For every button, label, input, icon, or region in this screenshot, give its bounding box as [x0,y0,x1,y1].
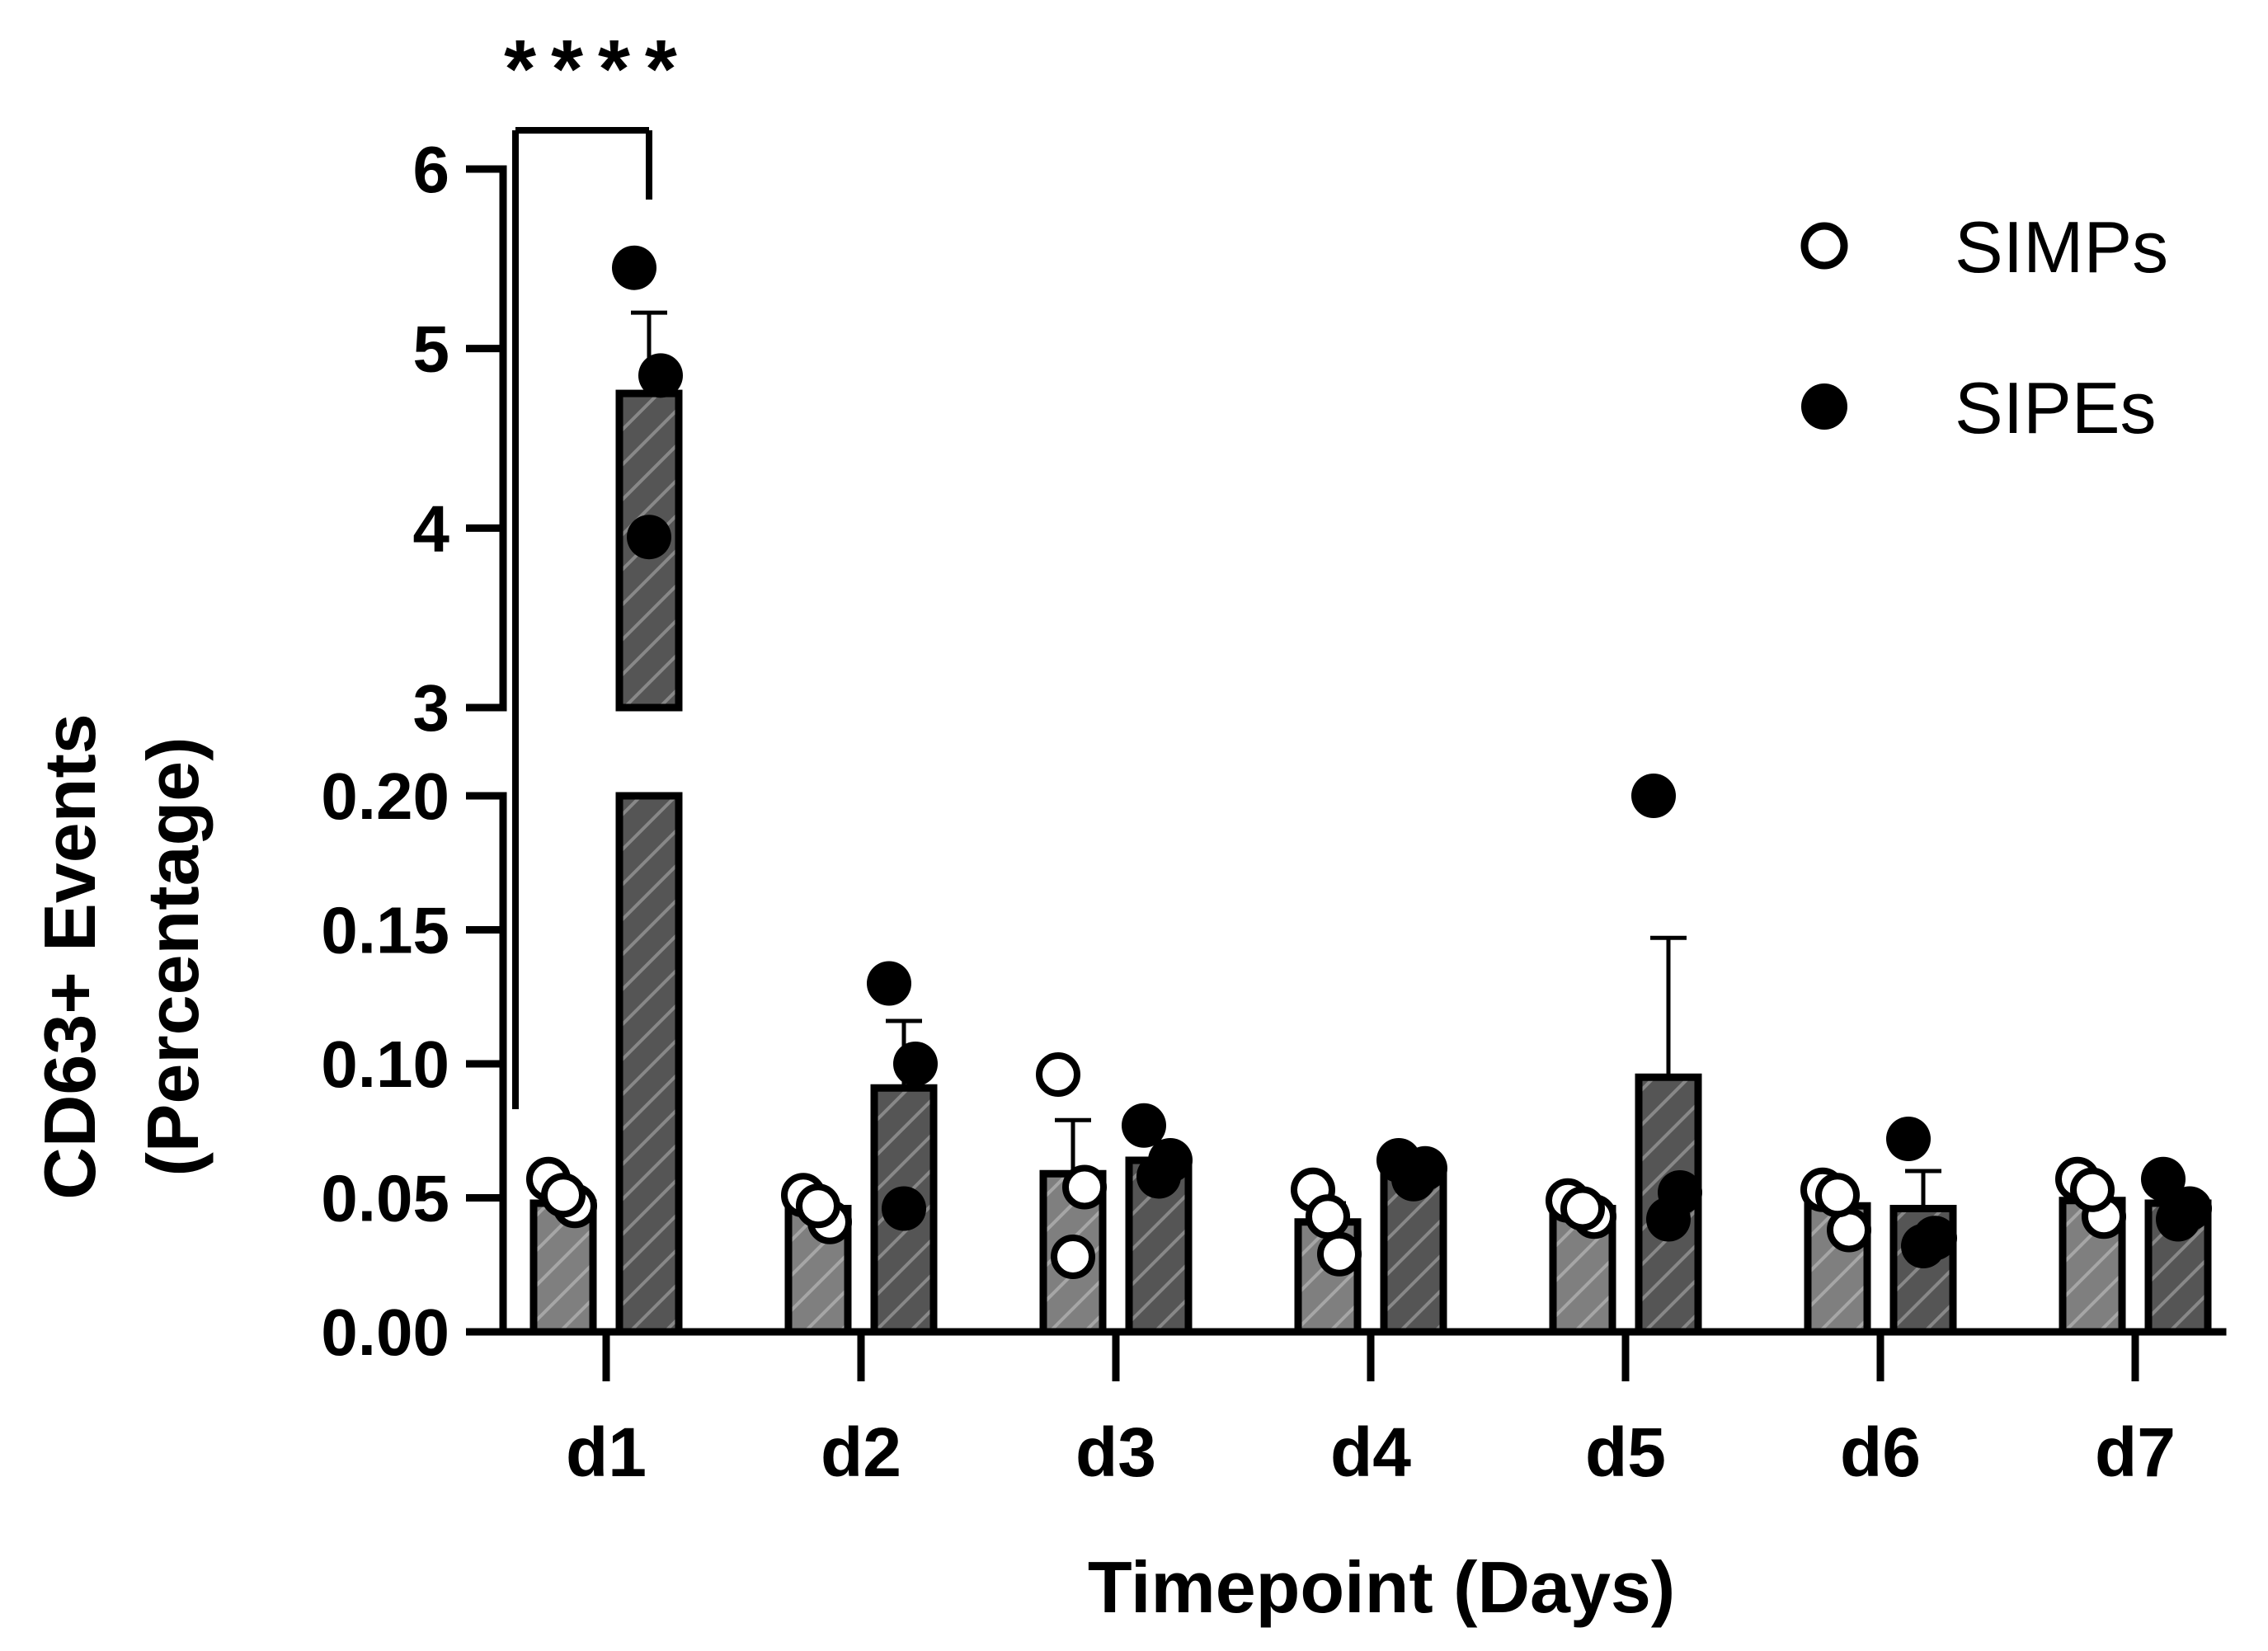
error-bar-group [545,310,2196,1222]
data-point-filled [1886,1117,1931,1161]
data-point-open [796,1183,840,1229]
x-tick-label: d5 [1585,1413,1666,1491]
bar [1125,1156,1193,1336]
data-point-filled [1136,1154,1181,1199]
legend-marker-filled [1801,383,1847,430]
y-tick-label: 3 [413,671,450,745]
data-point-filled [1631,774,1676,818]
x-tick-label: d1 [566,1413,647,1491]
y-tick-label: 0.15 [321,894,449,967]
data-point-group [526,245,2212,1279]
x-tick-label: d3 [1075,1413,1156,1491]
data-point-filled [893,1042,938,1086]
data-point-open [1036,1052,1080,1097]
data-point-open [2070,1167,2115,1212]
y-tick-label: 0.00 [321,1296,449,1369]
data-point-open [541,1173,586,1218]
data-point-filled [1646,1197,1691,1242]
data-point-open [1306,1194,1350,1239]
significance-label: **** [504,23,692,115]
legend-label: SIMPs [1955,206,2168,288]
tick-group: 0.00 0.05 0.10 0.15 0.20 3 4 5 6 d1 d2 d3 d4 d5 d6 d7 [321,133,2176,1491]
y-tick-label: 0.20 [321,760,449,833]
y-tick-label: 4 [413,492,450,565]
data-point-filled [627,515,671,560]
bar-lower-part [615,792,683,1336]
x-tick-label: d2 [821,1413,901,1491]
data-point-filled [1122,1103,1166,1148]
x-tick-label: d4 [1330,1413,1411,1491]
data-point-filled [2141,1156,2186,1202]
x-axis-title: Timepoint (Days) [1088,1546,1675,1628]
y-tick-label: 0.10 [321,1028,449,1101]
legend-label: SIPEs [1955,367,2157,449]
y-tick-label: 5 [413,313,450,386]
data-point-open [1051,1235,1095,1279]
data-point-open [1062,1164,1107,1210]
data-point-filled [1391,1156,1436,1202]
significance-annotation: **** [504,23,692,1109]
y-axis-title: CD63+ Events (Percentage) [29,713,214,1199]
y-axis-title-line1: CD63+ Events [29,713,111,1199]
data-point-open [1560,1186,1605,1231]
x-tick-label: d6 [1840,1413,1921,1491]
data-point-filled [612,245,656,290]
y-tick-label: 6 [413,133,450,206]
data-point-filled [1901,1224,1946,1268]
y-tick-label: 0.05 [321,1162,449,1235]
data-point-filled [882,1186,926,1231]
x-tick-label: d7 [2095,1413,2176,1491]
legend-marker-open [1800,222,1848,270]
data-point-filled [867,961,911,1006]
data-point-open [1317,1231,1362,1277]
axes [499,165,2227,1336]
data-point-open [1815,1173,1860,1218]
data-point-filled [638,353,683,398]
y-axis-title-line2: (Percentage) [132,736,214,1176]
legend: SIMPs SIPEs [1800,206,2168,449]
data-point-filled [2156,1197,2200,1242]
